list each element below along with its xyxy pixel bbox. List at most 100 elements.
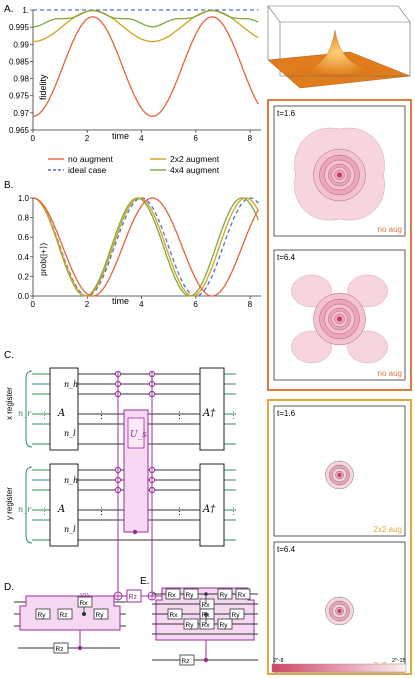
nh-label: n_h bbox=[64, 380, 78, 389]
Us-label: U_s bbox=[130, 430, 147, 440]
dots-mid: ⋮ bbox=[97, 410, 106, 420]
nr-bracket bbox=[25, 466, 33, 544]
e-gate-box bbox=[183, 588, 199, 600]
heatmap-center bbox=[337, 473, 342, 477]
heatmap-time-label: t=6.4 bbox=[277, 253, 296, 262]
e-gate-label: Rx bbox=[238, 592, 247, 599]
control-dot bbox=[204, 612, 208, 616]
fidelity-y-tick-label: 0.975 bbox=[9, 92, 30, 101]
colorbar-gradient bbox=[271, 663, 407, 673]
e-gate-box bbox=[167, 608, 183, 620]
nl-label: n_l bbox=[64, 429, 76, 438]
legend-label-2x2: 2x2 augment bbox=[170, 154, 220, 164]
Rz-gate-box bbox=[126, 589, 142, 603]
heatmap-time-label: t=1.6 bbox=[277, 109, 296, 118]
e-gate-box bbox=[229, 608, 245, 620]
e-gate-label: Ry bbox=[220, 592, 229, 599]
panel-c-circuit: C. x register y register ⋮ ⋮ ⋮ ⋮ n_r An_h n_l A… bbox=[4, 350, 238, 603]
prob-y-label: prob(|+⟩) bbox=[38, 243, 48, 276]
aug2-frame bbox=[267, 399, 412, 675]
panel-b: B. 0 2 4 6 8 0.0 0.2 0.4 0.6 0.8 1.0 time prob(|+⟩… bbox=[4, 180, 261, 309]
A-dagger-label: A† bbox=[202, 408, 216, 419]
fidelity-y-tick-label: 0.99 bbox=[13, 40, 29, 49]
surface-plot-3d bbox=[267, 5, 411, 89]
nr-label: n_r bbox=[18, 409, 32, 418]
prob-x-tick-label: 4 bbox=[139, 300, 144, 309]
nl-label: n_l bbox=[64, 525, 76, 534]
prob-x-label: time bbox=[112, 296, 129, 306]
panel-a: A. 0 2 4 6 8 0.965 0.97 0.975 0.98 0.985 0.99 0.995… bbox=[4, 4, 261, 143]
fidelity-y-tick-label: 0.98 bbox=[13, 75, 29, 84]
panel-label-c: C. bbox=[4, 350, 14, 361]
fidelity-x-tick-label: 0 bbox=[31, 134, 36, 143]
dots-mid: ⋮ bbox=[175, 410, 184, 420]
heatmap-method-label: no aug bbox=[378, 369, 402, 378]
e-gate-label: Ry bbox=[232, 612, 241, 619]
fidelity-x-label: time bbox=[112, 131, 129, 141]
prob-x-tick-label: 8 bbox=[248, 300, 253, 309]
heatmap-lobe bbox=[291, 330, 332, 364]
e-gate-label: Ry bbox=[186, 592, 195, 599]
legend-label-ideal: ideal case bbox=[68, 165, 107, 175]
legend-label-4x4: 4x4 augment bbox=[170, 165, 220, 175]
legend-label-no-augment: no augment bbox=[68, 154, 114, 164]
fidelity-y-tick-label: 0.965 bbox=[9, 126, 30, 135]
heatmap-panel bbox=[273, 405, 406, 537]
e-gate-label: Rz bbox=[182, 658, 190, 665]
heatmap-center bbox=[337, 316, 342, 322]
fidelity-y-tick-label: 0.985 bbox=[9, 57, 30, 66]
control-dot bbox=[132, 529, 138, 535]
A-dagger-gate-box bbox=[199, 463, 225, 547]
heatmap-group-no-aug bbox=[267, 99, 412, 391]
aug4-line bbox=[33, 9, 259, 28]
ry-gate-box bbox=[93, 608, 109, 620]
heatmap-lobe bbox=[291, 274, 332, 308]
e-gate-box bbox=[199, 618, 215, 630]
control-dot bbox=[77, 645, 83, 651]
rx-gate-label: Rx bbox=[80, 600, 89, 607]
nh-label: n_h bbox=[64, 476, 78, 485]
dots-input: ⋮ bbox=[40, 410, 49, 420]
ry-gate-box bbox=[35, 608, 51, 620]
heatmap-time-label: t=1.6 bbox=[277, 409, 296, 418]
panel-label-a: A. bbox=[4, 4, 13, 15]
prob-y-tick-label: 0.0 bbox=[18, 292, 30, 301]
e-gate-box bbox=[217, 588, 233, 600]
no-augment-line bbox=[32, 16, 259, 117]
prob-x-tick-label: 2 bbox=[85, 300, 90, 309]
fidelity-y-tick-label: 0.97 bbox=[13, 109, 29, 118]
dots-mid: ⋮ bbox=[175, 506, 184, 516]
no-aug-frame bbox=[267, 99, 412, 391]
heatmap-time-label: t=6.4 bbox=[277, 545, 296, 554]
A-gate-label: A bbox=[57, 504, 65, 515]
fidelity-y-tick-label: 1. bbox=[22, 6, 29, 15]
heatmap-lobe bbox=[347, 330, 388, 364]
aug2-prob-line bbox=[32, 197, 259, 297]
e-gate-label: Rx bbox=[202, 602, 211, 609]
panel-e-circuit: E. RxRyRyRxRxRxRxRyRyRxRyRz bbox=[140, 576, 258, 666]
no-augment-prob-line bbox=[32, 197, 259, 297]
heatmap-group-2x2 bbox=[267, 399, 412, 675]
e-gate-label: Ry bbox=[220, 622, 229, 629]
legend: no augment ideal case 2x2 augment 4x4 au… bbox=[48, 154, 220, 175]
e-gate-label: Ry bbox=[186, 622, 195, 629]
control-dot bbox=[203, 657, 209, 663]
A-gate-label: A bbox=[57, 408, 65, 419]
rx-gate-box bbox=[77, 596, 93, 608]
rz-gate-box bbox=[57, 608, 73, 620]
dots-output: ⋮ bbox=[229, 410, 238, 420]
prob-y-tick-label: 0.8 bbox=[18, 214, 30, 223]
surface-box-top bbox=[267, 5, 411, 23]
panel-label-e: E. bbox=[140, 576, 149, 587]
dots-input: ⋮ bbox=[40, 506, 49, 516]
prob-x-tick-label: 6 bbox=[193, 300, 198, 309]
ry-gate-label: Ry bbox=[38, 612, 47, 619]
fidelity-y-tick-label: 0.995 bbox=[9, 23, 30, 32]
rz-anc-gate-label: Rz bbox=[56, 646, 64, 653]
ry-gate-label: Ry bbox=[96, 612, 105, 619]
e-gate-box bbox=[165, 588, 181, 600]
panel-label-d: D. bbox=[4, 582, 14, 593]
nr-label: n_r bbox=[18, 505, 32, 514]
A-gate-box bbox=[49, 463, 79, 547]
heatmap-lobe bbox=[347, 274, 388, 308]
